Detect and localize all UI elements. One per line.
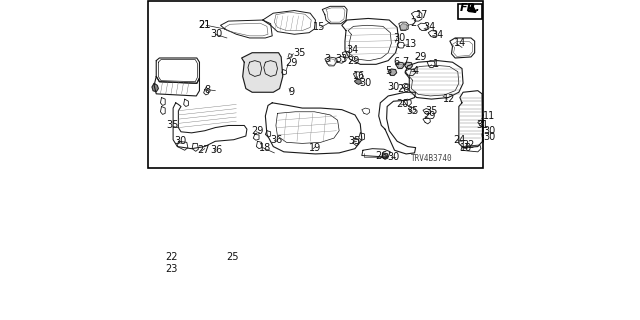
Text: 8: 8 [205, 84, 211, 95]
Text: 30: 30 [387, 82, 399, 92]
Text: 19: 19 [309, 143, 321, 153]
Text: 36: 36 [270, 135, 282, 145]
Text: 3: 3 [324, 54, 330, 64]
Text: TRV4B3740: TRV4B3740 [411, 155, 452, 164]
Polygon shape [382, 153, 388, 159]
Text: 7: 7 [402, 57, 408, 67]
Polygon shape [396, 62, 404, 68]
Text: 30: 30 [210, 29, 222, 39]
Polygon shape [400, 24, 407, 30]
Text: 27: 27 [197, 145, 209, 155]
Text: 30: 30 [360, 78, 372, 88]
Text: 26: 26 [376, 150, 388, 161]
Text: 10: 10 [460, 143, 472, 153]
Text: 30: 30 [394, 33, 406, 43]
Text: 34: 34 [346, 45, 358, 55]
Text: 24: 24 [454, 135, 466, 145]
Text: 25: 25 [226, 252, 238, 262]
Text: 4: 4 [412, 66, 419, 76]
Text: 35: 35 [293, 48, 306, 58]
Text: 11: 11 [483, 111, 495, 121]
Text: 12: 12 [443, 94, 456, 104]
Text: 13: 13 [405, 39, 417, 49]
Text: 21: 21 [198, 20, 211, 30]
Text: 30: 30 [174, 136, 186, 146]
Text: 18: 18 [259, 143, 271, 153]
Text: 35: 35 [348, 136, 360, 146]
Text: 35: 35 [425, 106, 438, 116]
Text: 29: 29 [415, 52, 427, 62]
Text: 22: 22 [166, 252, 178, 262]
Text: 35: 35 [167, 120, 179, 131]
Text: 29: 29 [347, 56, 360, 66]
Text: 2: 2 [410, 18, 417, 28]
Text: 28: 28 [397, 84, 410, 93]
Text: 30: 30 [387, 152, 399, 162]
Polygon shape [388, 69, 397, 76]
Text: 34: 34 [431, 30, 444, 40]
Text: 15: 15 [314, 22, 326, 32]
Text: 21: 21 [198, 20, 211, 30]
Text: 16: 16 [353, 71, 365, 81]
Text: 31: 31 [477, 120, 489, 131]
Text: 33: 33 [335, 54, 348, 64]
Text: 29: 29 [423, 111, 435, 121]
Text: 29: 29 [251, 126, 264, 136]
Text: 9: 9 [288, 87, 294, 97]
Text: 23: 23 [166, 264, 178, 274]
Text: 6: 6 [394, 57, 399, 67]
Polygon shape [404, 62, 412, 68]
Text: 17: 17 [415, 10, 428, 20]
Text: FR.: FR. [460, 4, 481, 13]
Text: 30: 30 [483, 126, 495, 136]
Text: 20: 20 [397, 100, 409, 109]
Polygon shape [355, 79, 362, 84]
Text: 5: 5 [385, 66, 391, 76]
Polygon shape [242, 53, 283, 92]
Text: 1: 1 [433, 59, 438, 69]
Text: 32: 32 [462, 140, 474, 150]
Text: 36: 36 [210, 145, 222, 155]
Text: 34: 34 [423, 22, 435, 32]
Text: 35: 35 [406, 106, 419, 116]
Text: 14: 14 [454, 38, 466, 48]
Polygon shape [152, 83, 158, 92]
Text: 29: 29 [285, 58, 297, 68]
Text: 30: 30 [483, 132, 495, 142]
FancyBboxPatch shape [458, 4, 482, 19]
